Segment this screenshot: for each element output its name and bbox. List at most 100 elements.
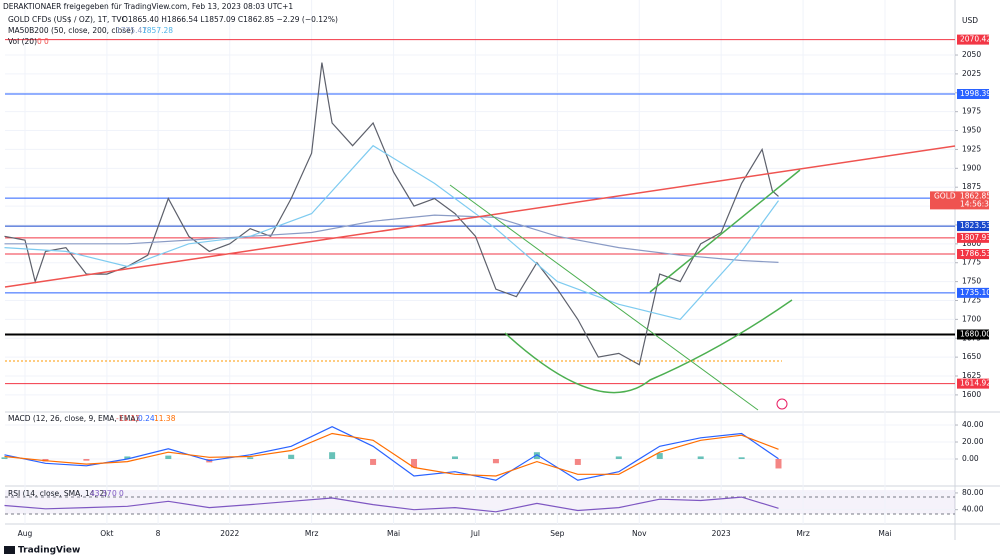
- price-tag: [957, 34, 989, 45]
- macd-histogram-bar: [574, 459, 581, 465]
- x-tick-label: 2023: [712, 529, 731, 538]
- x-tick-label: 2022: [220, 529, 239, 538]
- x-tick-label: Mrz: [796, 529, 810, 538]
- macd-histogram-bar: [165, 455, 172, 460]
- x-tick-label: Jul: [470, 529, 480, 538]
- macd-histogram-bar: [83, 459, 90, 461]
- currency: USD: [962, 16, 978, 25]
- price-tag: [957, 329, 989, 340]
- y-tick-label: 1975: [962, 107, 981, 116]
- series-line: [4, 426, 779, 481]
- x-tick-label: Aug: [18, 529, 33, 538]
- y-tick-label: 1800: [962, 239, 981, 248]
- ma200-value: 1775.47: [116, 26, 147, 35]
- y-tick-label: 1925: [962, 144, 981, 153]
- ohlc: O1865.40 H1866.54 L1857.09 C1862.85 −2.2…: [122, 15, 338, 24]
- rsi-extra: 0: [112, 489, 117, 498]
- y-tick-label: 1600: [962, 390, 981, 399]
- price-tag-label: 1786.53: [960, 249, 991, 258]
- alert-icon: [776, 398, 788, 410]
- vol-label: Vol (20): [8, 37, 37, 46]
- macd-histogram-bar: [247, 457, 254, 460]
- price-tag-label: 1823.53: [960, 221, 991, 230]
- y-tick-label: 1750: [962, 277, 981, 286]
- price-tag-label: 1680.00: [960, 329, 991, 338]
- macd-histogram-bar: [124, 456, 131, 460]
- y-tick-label: 1775: [962, 258, 981, 267]
- price-tag-label: 1735.10: [960, 288, 991, 297]
- y-tick-label: 1650: [962, 352, 981, 361]
- macd-histogram-bar: [697, 456, 704, 460]
- price-tag-label: 1614.92: [960, 379, 991, 388]
- price-tag: [957, 232, 989, 243]
- price-tag-label: 2070.42: [960, 35, 991, 44]
- footer-logo: TradingView: [18, 546, 80, 556]
- macd-histogram-bar: [329, 452, 336, 460]
- y-tick-label: 1900: [962, 163, 981, 172]
- y-tick-label: 20.00: [962, 437, 984, 446]
- macd-histogram-bar: [492, 459, 499, 464]
- macd-title: MACD (12, 26, close, 9, EMA, EMA): [8, 414, 138, 423]
- x-tick-label: Sep: [550, 529, 564, 538]
- series-line: [4, 144, 779, 321]
- x-tick-label: Mai: [878, 529, 891, 538]
- y-tick-label: 0.00: [962, 454, 979, 463]
- ma-label: MA50B200 (50, close, 200, close): [8, 26, 134, 35]
- price-tag: [957, 378, 989, 389]
- ma50-value: 1857.28: [142, 26, 173, 35]
- x-tick-label: Mrz: [305, 529, 319, 538]
- y-tick-label: 1875: [962, 182, 981, 191]
- current-price-tag: [930, 191, 989, 210]
- macd-hist-value: -11.13: [116, 414, 140, 423]
- price-tag: [957, 287, 989, 298]
- y-tick-label: 2050: [962, 50, 981, 59]
- series-line: [4, 62, 779, 366]
- trend-line: [449, 184, 759, 411]
- series-line: [4, 496, 779, 513]
- y-tick-label: 1700: [962, 314, 981, 323]
- y-tick-label: 1625: [962, 371, 981, 380]
- macd-histogram-bar: [656, 453, 663, 460]
- macd-histogram-bar: [288, 454, 295, 460]
- price-tag: [957, 221, 989, 232]
- y-tick-label: 1725: [962, 295, 981, 304]
- series-line: [4, 432, 779, 477]
- trend-line: [4, 145, 956, 288]
- x-tick-label: Nov: [632, 529, 647, 538]
- y-tick-label: 2025: [962, 69, 981, 78]
- macd-histogram-bar: [775, 459, 782, 469]
- x-tick-label: Okt: [100, 529, 113, 538]
- macd-histogram-bar: [370, 459, 377, 465]
- macd-histogram-bar: [533, 452, 540, 460]
- price-tag-label: 1998.39: [960, 89, 991, 98]
- macd-value: 0.24: [138, 414, 155, 423]
- y-tick-label: 80.00: [962, 488, 984, 497]
- rsi-title: RSI (14, close, SMA, 14, 2): [8, 489, 107, 498]
- symbol: GOLD CFDs (US$ / OZ), 1T, TVC: [8, 15, 127, 24]
- macd-histogram-bar: [451, 456, 458, 460]
- price-tag-label: 1807.93: [960, 233, 991, 242]
- series-line: [4, 214, 779, 263]
- y-tick-label: 40.00: [962, 420, 984, 429]
- x-tick-label: Mai: [387, 529, 400, 538]
- price-tag: [957, 249, 989, 260]
- vol-value: 0: [37, 37, 42, 46]
- channel-line: [649, 169, 801, 293]
- publisher: DERAKTIONAER freigegeben für TradingView…: [3, 2, 293, 11]
- current-price: 1862.85: [960, 191, 991, 200]
- macd-histogram-bar: [738, 457, 745, 460]
- x-tick-label: 8: [156, 529, 161, 538]
- y-tick-label: 1950: [962, 126, 981, 135]
- price-tag: [957, 89, 989, 100]
- countdown: 14:56:35: [960, 199, 994, 208]
- logo-icon: [4, 546, 15, 554]
- macd-histogram-bar: [411, 459, 418, 468]
- y-tick-label: 40.00: [962, 505, 984, 514]
- macd-histogram-bar: [615, 456, 622, 460]
- rsi-value: 43.37: [90, 489, 112, 498]
- plot-layers: Aug Okt 8 2022 Mrz Mai Jul Sep Nov 2023 Mrz Mai 1600…: [1, 0, 994, 538]
- vol-value: 0: [44, 37, 49, 46]
- rsi-extra: 0: [119, 489, 124, 498]
